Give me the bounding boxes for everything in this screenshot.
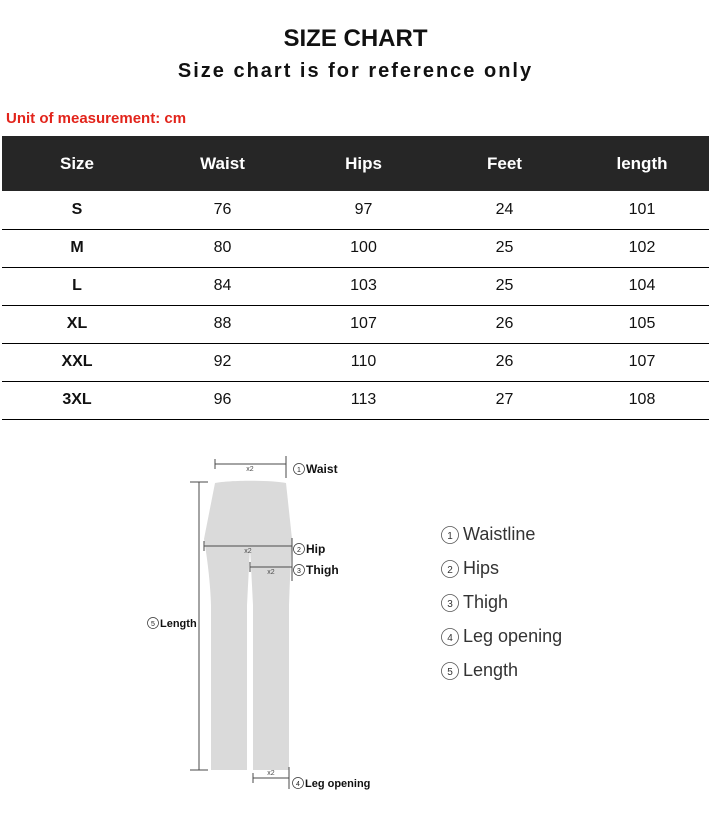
- svg-text:Leg opening: Leg opening: [463, 626, 562, 646]
- svg-text:3: 3: [297, 568, 301, 575]
- svg-text:5: 5: [447, 667, 453, 678]
- svg-text:Length: Length: [463, 660, 518, 680]
- svg-text:x2: x2: [244, 548, 252, 555]
- svg-text:Length: Length: [160, 618, 197, 630]
- svg-text:4: 4: [447, 633, 453, 644]
- svg-text:x2: x2: [246, 466, 254, 473]
- svg-text:3: 3: [447, 599, 453, 610]
- svg-text:Hips: Hips: [463, 558, 499, 578]
- svg-text:1: 1: [447, 531, 453, 542]
- svg-text:5: 5: [151, 621, 155, 628]
- svg-text:Waistline: Waistline: [463, 524, 535, 544]
- svg-text:2: 2: [447, 565, 453, 576]
- svg-text:Leg opening: Leg opening: [305, 778, 370, 790]
- svg-text:2: 2: [297, 547, 301, 554]
- svg-text:4: 4: [296, 781, 300, 788]
- svg-text:1: 1: [297, 467, 301, 474]
- svg-text:Thigh: Thigh: [463, 592, 508, 612]
- svg-text:Hip: Hip: [306, 542, 325, 556]
- svg-text:x2: x2: [267, 569, 275, 576]
- svg-text:Thigh: Thigh: [306, 563, 339, 577]
- svg-text:x2: x2: [267, 770, 275, 777]
- svg-text:Waist: Waist: [306, 462, 338, 476]
